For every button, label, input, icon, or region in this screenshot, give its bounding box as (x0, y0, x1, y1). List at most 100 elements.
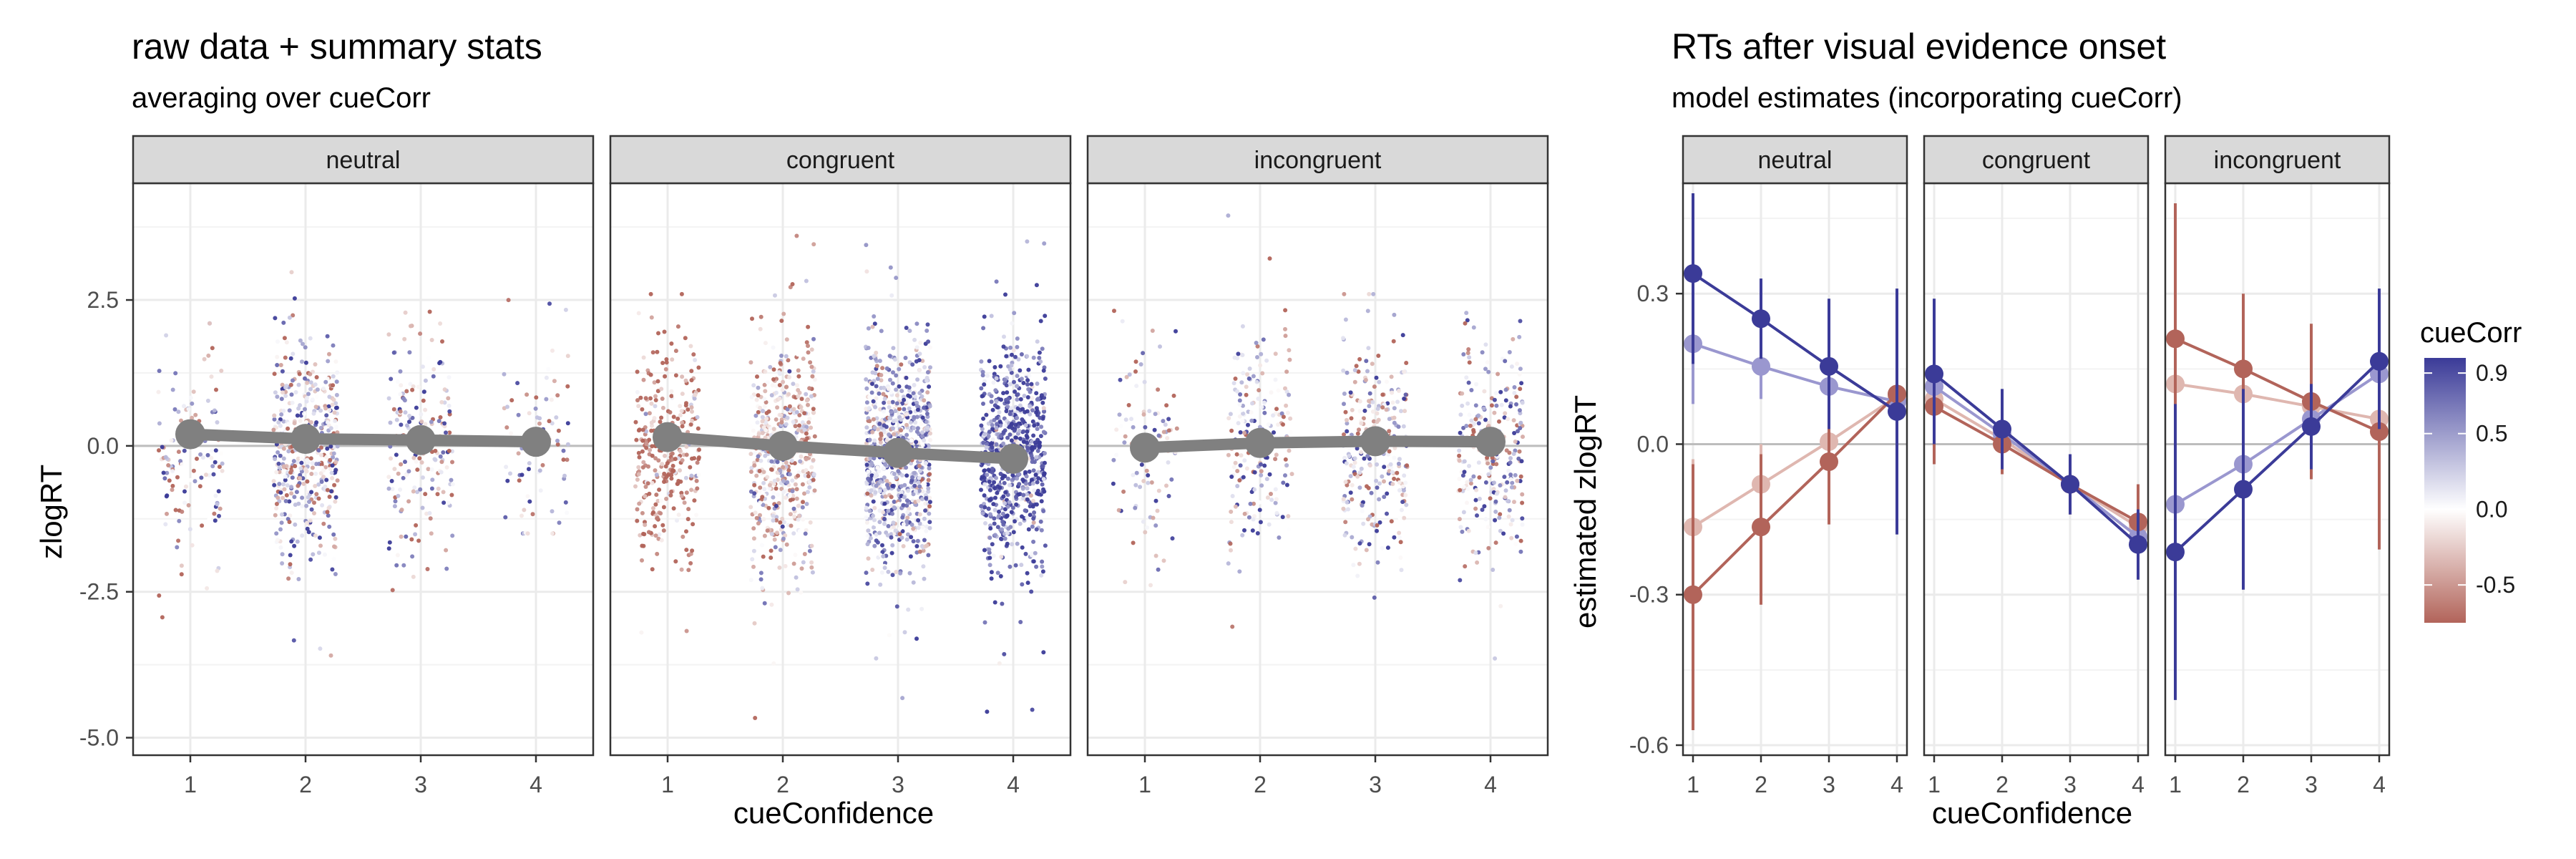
raw-data-point (310, 397, 315, 402)
raw-data-point (1477, 475, 1482, 480)
raw-data-point (1035, 382, 1040, 386)
raw-data-point (1396, 461, 1401, 466)
raw-data-point (920, 359, 925, 364)
raw-data-point (1461, 352, 1466, 356)
raw-data-point (984, 513, 989, 518)
raw-data-point (188, 395, 193, 400)
estimate-line (2175, 382, 2380, 421)
raw-data-point (796, 470, 801, 475)
raw-data-point (173, 371, 178, 376)
raw-data-point (325, 510, 330, 515)
panel-strip (1682, 135, 1908, 185)
raw-data-point (809, 394, 814, 399)
raw-data-point (433, 457, 438, 462)
raw-data-point (752, 491, 757, 496)
raw-data-point (1403, 480, 1408, 485)
raw-data-point (1025, 354, 1030, 359)
raw-data-point (1230, 494, 1235, 498)
raw-data-point (565, 354, 570, 359)
raw-data-point (311, 552, 316, 557)
raw-data-point (438, 359, 443, 364)
raw-data-point (887, 633, 892, 638)
raw-data-point (1034, 455, 1039, 460)
raw-data-point (795, 587, 800, 592)
raw-data-point (657, 532, 662, 537)
raw-data-point (650, 567, 655, 572)
raw-data-point (1025, 492, 1029, 497)
raw-data-point (651, 506, 655, 510)
raw-data-point (313, 362, 318, 367)
raw-data-point (1111, 457, 1116, 462)
raw-data-point (1015, 392, 1020, 397)
raw-data-point (309, 507, 314, 512)
raw-data-point (1016, 357, 1021, 361)
raw-data-point (1473, 498, 1478, 503)
raw-data-point (779, 487, 784, 491)
raw-data-point (794, 487, 799, 492)
raw-data-point (927, 511, 932, 516)
raw-data-point (275, 450, 280, 455)
raw-data-point (994, 425, 999, 430)
raw-data-point (1237, 398, 1242, 403)
raw-data-point (442, 421, 447, 426)
raw-data-point (804, 424, 809, 430)
raw-data-point (989, 576, 994, 581)
raw-data-point (1001, 391, 1006, 396)
raw-data-point (447, 375, 452, 380)
raw-data-point (1465, 318, 1470, 323)
raw-data-point (901, 503, 906, 508)
raw-data-point (1148, 583, 1153, 588)
raw-data-point (889, 495, 894, 500)
raw-data-point (1122, 440, 1127, 445)
raw-data-point (1025, 446, 1030, 450)
raw-data-point (864, 400, 869, 405)
raw-data-point (1281, 422, 1285, 427)
raw-data-point (787, 375, 792, 379)
raw-data-point (1034, 502, 1039, 507)
raw-data-point (1005, 514, 1010, 519)
raw-data-point (1374, 375, 1379, 380)
raw-data-point (889, 550, 894, 555)
panel-strip-label: incongruent (2214, 147, 2341, 174)
raw-data-point (281, 464, 286, 469)
raw-data-point (982, 482, 987, 487)
raw-data-point (1018, 368, 1023, 373)
raw-data-point (274, 502, 279, 506)
raw-data-point (550, 421, 555, 426)
raw-data-point (865, 581, 870, 586)
raw-data-point (914, 359, 919, 364)
raw-data-point (1397, 457, 1402, 462)
raw-data-point (879, 570, 884, 575)
raw-data-point (1035, 339, 1040, 344)
raw-data-point (1030, 551, 1035, 555)
raw-data-point (799, 590, 804, 595)
raw-data-point (447, 430, 452, 435)
raw-data-point (748, 578, 753, 583)
raw-data-point (660, 361, 665, 365)
raw-data-point (1514, 534, 1519, 539)
raw-data-point (1477, 496, 1482, 501)
raw-data-point (927, 462, 932, 467)
raw-data-point (288, 356, 293, 361)
raw-data-point (872, 505, 877, 510)
raw-data-point (1245, 372, 1250, 377)
raw-data-point (215, 420, 220, 424)
raw-data-point (1015, 397, 1020, 402)
raw-data-point (669, 476, 674, 481)
raw-data-point (1043, 377, 1048, 381)
raw-data-point (643, 485, 648, 489)
raw-data-point (1458, 430, 1463, 435)
raw-data-point (1030, 481, 1035, 486)
raw-data-point (902, 407, 907, 412)
raw-data-point (1013, 563, 1018, 568)
raw-data-point (308, 518, 313, 523)
raw-data-point (886, 508, 891, 513)
raw-data-point (1284, 482, 1289, 487)
raw-data-point (919, 422, 924, 426)
raw-data-point (760, 414, 765, 419)
raw-data-point (1508, 460, 1513, 465)
raw-data-point (1518, 474, 1523, 479)
raw-data-point (915, 426, 920, 431)
raw-data-point (1148, 384, 1153, 389)
raw-data-point (1267, 522, 1272, 527)
